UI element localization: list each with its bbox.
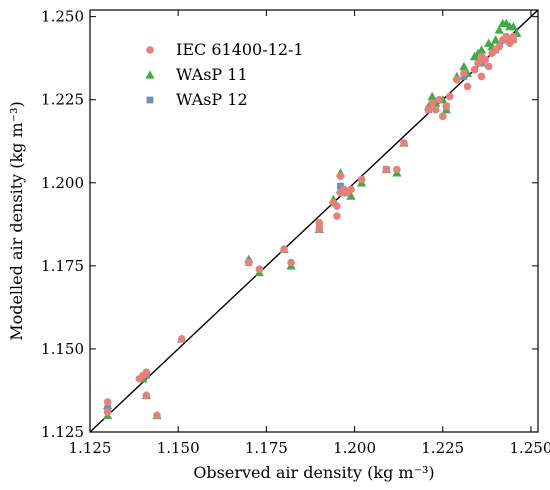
plot-area — [89, 9, 539, 433]
data-point-circle — [502, 32, 511, 41]
identity-line — [89, 9, 539, 433]
data-point-circle — [103, 398, 112, 406]
y-axis-title: Modelled air density (kg m⁻³) — [7, 101, 26, 341]
legend: IEC 61400-12-1 WAsP 11 WAsP 12 — [145, 40, 304, 109]
data-point-circle — [509, 32, 518, 41]
data-point-triangle — [508, 22, 518, 31]
x-axis-title: Observed air density (kg m⁻³) — [193, 463, 434, 482]
legend-marker-square — [146, 96, 154, 104]
data-point-circle — [336, 172, 345, 180]
data-point-circle — [333, 212, 341, 220]
legend-item: WAsP 12 — [146, 90, 248, 109]
data-points — [103, 18, 522, 420]
series-circle — [103, 32, 518, 420]
legend-item: WAsP 11 — [145, 65, 248, 84]
data-point-circle — [382, 165, 391, 174]
data-point-circle — [280, 245, 288, 254]
data-point-circle — [428, 99, 436, 107]
data-point-circle — [142, 368, 151, 376]
x-tick-label: 1.225 — [421, 439, 464, 457]
x-tick-label: 1.200 — [333, 439, 376, 457]
data-point-circle — [470, 66, 479, 74]
data-point-circle — [400, 139, 408, 147]
data-point-circle — [431, 105, 440, 114]
data-point-circle — [495, 42, 503, 51]
legend-marker-circle — [146, 46, 154, 54]
data-point-triangle — [494, 25, 504, 34]
data-point-circle — [446, 92, 454, 101]
data-point-circle — [484, 62, 493, 71]
data-point-circle — [347, 185, 355, 194]
x-tick-label: 1.125 — [69, 439, 112, 457]
data-point-circle — [153, 411, 161, 420]
data-point-circle — [477, 72, 486, 81]
data-point-triangle — [459, 61, 469, 71]
data-point-circle — [315, 218, 324, 227]
data-point-circle — [442, 102, 451, 111]
legend-label: WAsP 12 — [176, 90, 248, 109]
legend-label: WAsP 11 — [176, 65, 248, 84]
data-point-circle — [453, 75, 461, 84]
y-tick-label: 1.225 — [41, 91, 84, 109]
data-point-circle — [460, 69, 468, 77]
legend-label: IEC 61400-12-1 — [176, 40, 304, 59]
x-tick-label: 1.250 — [509, 439, 550, 457]
y-tick-label: 1.150 — [41, 340, 84, 358]
data-point-triangle — [476, 45, 487, 54]
axis-ticks: 1.125 1.150 1.175 1.200 1.225 1.250 1.125 1.150… — [41, 8, 550, 457]
data-point-circle — [481, 56, 489, 64]
data-point-triangle — [491, 35, 501, 44]
data-point-square — [337, 182, 344, 190]
data-point-circle — [315, 225, 324, 234]
data-point-circle — [177, 335, 186, 343]
data-point-circle — [463, 82, 472, 91]
data-point-circle — [103, 408, 112, 416]
y-tick-label: 1.175 — [41, 257, 84, 275]
data-point-triangle — [346, 191, 356, 200]
data-point-circle — [424, 105, 433, 114]
y-tick-label: 1.250 — [41, 8, 84, 26]
data-point-circle — [244, 258, 253, 267]
y-tick-label: 1.200 — [41, 174, 84, 192]
legend-item: IEC 61400-12-1 — [146, 40, 304, 59]
data-point-circle — [357, 175, 366, 184]
legend-marker-triangle — [145, 70, 155, 79]
data-point-circle — [435, 95, 444, 104]
data-point-circle — [142, 391, 151, 400]
data-point-circle — [255, 265, 264, 273]
data-point-circle — [287, 258, 295, 267]
data-point-circle — [393, 165, 401, 174]
x-tick-label: 1.175 — [245, 439, 288, 457]
data-point-circle — [333, 202, 341, 210]
y-tick-label: 1.125 — [41, 423, 84, 441]
data-point-circle — [474, 59, 482, 67]
x-tick-label: 1.150 — [157, 439, 200, 457]
data-point-triangle — [427, 91, 437, 101]
data-point-circle — [438, 112, 447, 121]
